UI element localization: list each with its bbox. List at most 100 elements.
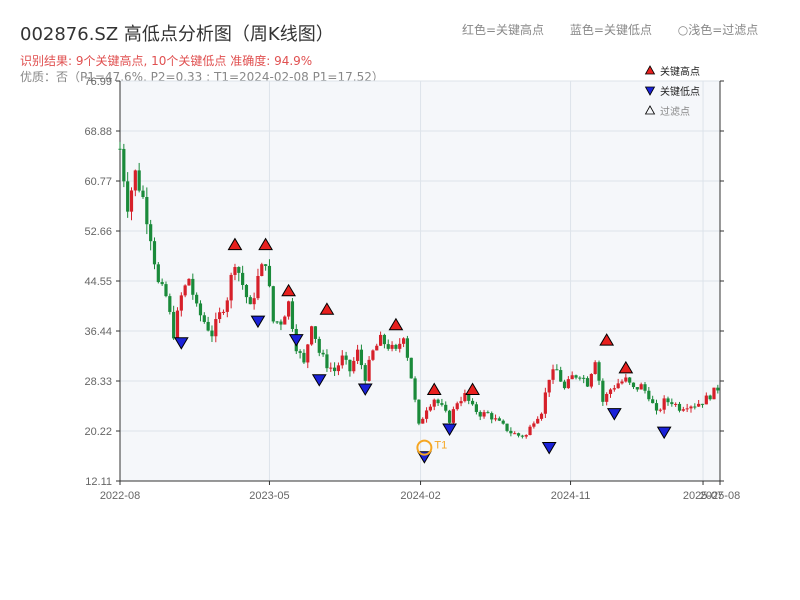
candle-body [172,311,176,339]
candle-body [666,398,670,403]
candle-body [248,297,252,305]
candle-body [287,301,291,317]
candle-body [570,375,574,380]
candle-body [359,349,364,366]
key-high-marker [227,237,243,251]
y-tick-label: 44.55 [84,276,112,288]
candle-body [624,377,628,382]
y-tick-label: 20.22 [84,426,112,438]
candle-body [367,359,371,381]
key-low-marker [311,374,327,387]
candle-body [317,338,321,353]
candle-body [505,423,509,431]
candle-body [685,408,689,410]
candle-body [654,403,659,411]
candle-body [375,345,379,351]
candle-body [160,282,164,285]
candle-body [122,148,126,182]
candle-body [256,276,260,299]
candle-body [321,352,325,355]
candle-body [589,373,593,387]
candle-body [631,382,636,388]
candle-body [141,190,145,197]
candle-body [559,370,563,382]
candle-body [616,383,620,389]
candle-body [620,381,624,384]
candle-body [582,377,586,379]
candle-body [175,310,180,339]
candle-body [355,349,360,361]
candle-body [244,284,249,298]
candle-body [195,294,199,304]
key-high-marker [618,360,634,374]
candle-body [398,343,402,349]
candle-body [681,409,685,411]
candle-body [352,360,356,372]
candle-body [202,315,206,322]
candle-body [520,435,524,437]
candle-body [237,267,241,273]
y-tick-label: 12.11 [85,476,112,488]
legend-blue-label: 蓝色=关键低点 [569,23,652,37]
t1-circle [416,439,433,456]
key-low-marker [442,423,457,437]
candle-body [712,387,716,400]
candle-body [516,433,521,436]
candle-body [451,409,455,423]
candle-body [137,170,141,191]
candle-body [241,272,245,285]
y-tick-label: 36.44 [84,326,112,338]
candle-body [639,384,643,390]
x-tick-label: 2022-08 [100,490,140,502]
t1-label: T1 [434,440,447,452]
candle-body [225,300,229,312]
candle-body [677,403,682,411]
candle-body [447,410,452,423]
candle-body [478,411,482,417]
key-low-marker [250,315,266,329]
candle-body [700,403,705,405]
legend-label: 关键低点 [660,85,700,98]
key-high-marker [465,382,480,395]
candle-body [566,379,570,389]
legend-red-label: 红色=关键高点 [462,23,545,37]
key-high-marker [426,382,442,395]
candle-body [455,403,459,410]
candle-body [532,423,536,427]
candle-body [474,404,478,412]
candle-body [340,355,344,366]
candle-body [329,367,333,369]
legend-filtered-icon [644,105,656,115]
candle-body [206,321,210,331]
candle-body [490,413,494,420]
candle-body [463,393,467,402]
candle-body [578,377,582,379]
key-high-marker [388,317,404,331]
candle-body [674,403,678,405]
candle-body [501,420,505,424]
candle-body [539,413,544,419]
key-high-marker [281,283,296,297]
candle-body [378,334,383,346]
candle-body [547,379,551,393]
key-low-marker [606,408,622,421]
candle-body [302,352,306,363]
candle-body [459,401,463,404]
key-high-marker [599,333,615,346]
candle-body [528,426,532,436]
candle-body [440,403,444,405]
y-tick-label: 76.99 [84,76,112,88]
candle-body [325,354,329,369]
candle-body [271,286,275,322]
candle-body [198,303,203,316]
candle-body [543,392,547,414]
x-tick-label: 2025-08 [700,490,740,502]
x-tick-label: 2024-02 [400,490,440,502]
legend-label: 过滤点 [660,105,690,118]
candle-body [608,389,613,394]
legend-high-icon [644,65,656,75]
candle-body [574,375,578,378]
candle-body [267,265,272,287]
candle-body [363,365,367,381]
x-tick-label: 2024-11 [551,490,591,502]
